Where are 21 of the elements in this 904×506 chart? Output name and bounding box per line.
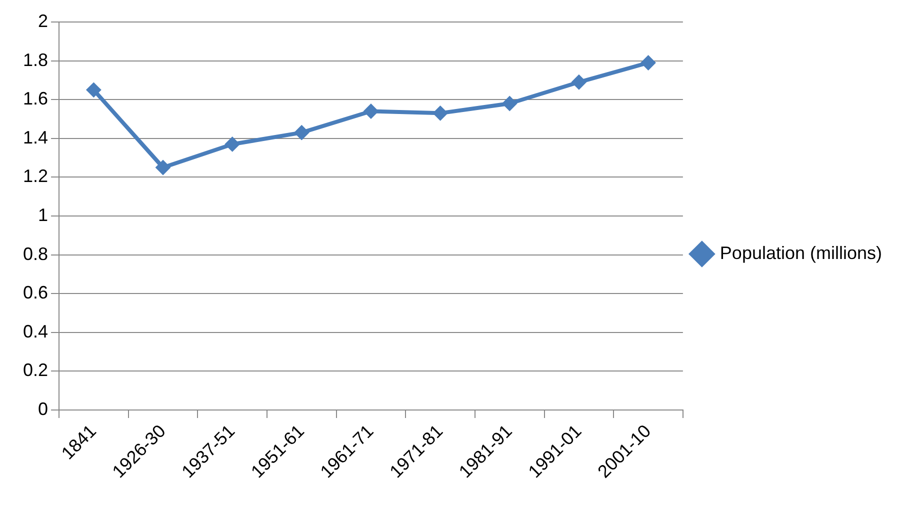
point [571, 74, 586, 90]
point [363, 104, 378, 119]
point [432, 106, 448, 121]
y-tick-label: 0.4 [22, 321, 48, 342]
point [502, 96, 518, 111]
point [640, 55, 656, 70]
y-tick-label: 0.6 [22, 282, 48, 303]
y-tick-label: 0 [38, 398, 48, 419]
point [224, 136, 240, 152]
y-tick-label: 1 [38, 204, 48, 225]
point [156, 160, 171, 176]
point [294, 125, 310, 140]
y-tick-label: 0.2 [22, 360, 48, 380]
y-tick-label: 0.8 [22, 244, 48, 264]
point [86, 82, 102, 98]
y-tick-label: 1.4 [22, 127, 48, 148]
y-tick-label: 2 [38, 10, 48, 31]
legend-label: Population (millions) [720, 242, 882, 263]
y-tick-label: 1.8 [22, 50, 48, 70]
y-tick-label: 1.6 [22, 88, 48, 109]
y-tick-label: 1.2 [22, 166, 48, 186]
